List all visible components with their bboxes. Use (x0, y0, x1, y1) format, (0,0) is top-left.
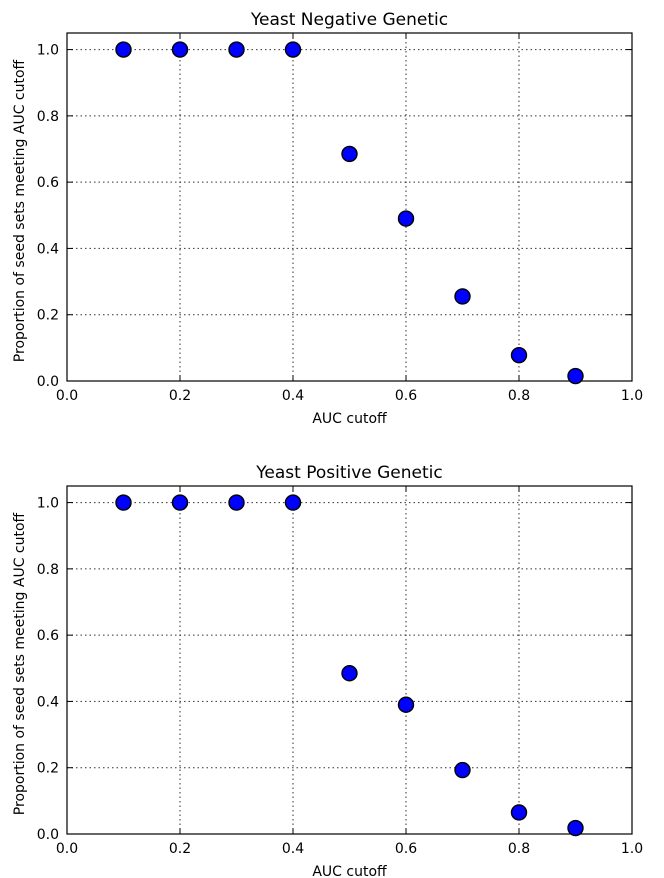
data-point (510, 346, 528, 364)
data-point (567, 367, 584, 385)
data-point (171, 41, 189, 58)
data-point (567, 819, 584, 837)
chart-panel-2: 0.0 0.2 0.4 0.6 0.8 1.0 0.0 0.2 0.4 0.6 0.8 1.0 Yeas… (12, 463, 643, 878)
data-point (171, 494, 189, 511)
data-point (397, 210, 415, 227)
data-point (341, 145, 358, 163)
y-tick-label: 0.4 (37, 241, 59, 257)
data-point (115, 494, 132, 511)
x-tick-label: 0.0 (56, 841, 78, 857)
y-tick-label: 0.8 (37, 109, 59, 125)
data-point (115, 41, 132, 58)
x-tick-label: 0.6 (395, 388, 417, 404)
y-tick-label: 0.6 (37, 175, 59, 191)
y-tick-label: 0.2 (37, 308, 59, 324)
x-tick-label: 0.2 (169, 841, 191, 857)
x-tick-label: 1.0 (621, 388, 643, 404)
plot-frame (66, 32, 633, 382)
data-point (397, 696, 415, 713)
x-tick-label: 0.0 (56, 388, 78, 404)
y-tick-label: 0.2 (37, 761, 59, 777)
y-tick-label: 0.8 (37, 562, 59, 578)
data-point (228, 41, 245, 58)
data-point (228, 494, 245, 511)
x-tick-label: 0.6 (395, 841, 417, 857)
y-tick-label: 1.0 (37, 43, 59, 59)
plot-frame (66, 485, 633, 835)
data-point (510, 804, 528, 821)
y-tick-label: 0.0 (37, 374, 59, 390)
x-tick-label: 0.8 (508, 388, 530, 404)
x-axis-label: AUC cutoff (312, 864, 387, 878)
data-point (454, 288, 471, 305)
chart-title: Yeast Negative Genetic (250, 10, 448, 30)
y-tick-label: 0.4 (37, 694, 59, 710)
data-point (284, 41, 302, 58)
y-axis-label: Proportion of seed sets meeting AUC cuto… (12, 512, 28, 815)
y-axis-label: Proportion of seed sets meeting AUC cuto… (12, 59, 28, 362)
x-tick-label: 0.2 (169, 388, 191, 404)
x-tick-label: 0.8 (508, 841, 530, 857)
y-tick-label: 0.6 (37, 628, 59, 644)
y-tick-label: 0.0 (37, 827, 59, 843)
x-axis-label: AUC cutoff (312, 411, 387, 427)
data-point (284, 494, 302, 511)
y-tick-label: 1.0 (37, 496, 59, 512)
x-tick-label: 0.4 (282, 388, 304, 404)
x-tick-label: 1.0 (621, 841, 643, 857)
chart-panel-1: 0.0 0.2 0.4 0.6 0.8 1.0 0.0 0.2 0.4 0.6 0.8 1.0 Yeas… (12, 10, 643, 427)
data-point (454, 761, 471, 779)
data-point (341, 665, 358, 682)
x-tick-label: 0.4 (282, 841, 304, 857)
chart-title: Yeast Positive Genetic (255, 463, 442, 483)
